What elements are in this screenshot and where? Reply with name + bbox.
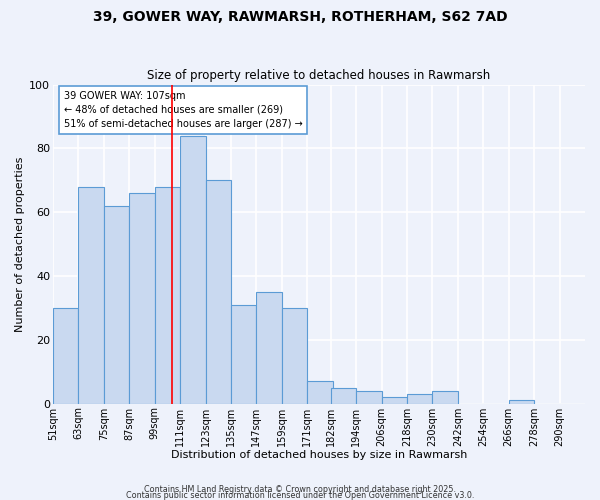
Text: 39 GOWER WAY: 107sqm
← 48% of detached houses are smaller (269)
51% of semi-deta: 39 GOWER WAY: 107sqm ← 48% of detached h…	[64, 91, 302, 129]
Text: Contains public sector information licensed under the Open Government Licence v3: Contains public sector information licen…	[126, 490, 474, 500]
Y-axis label: Number of detached properties: Number of detached properties	[15, 156, 25, 332]
Bar	[79, 186, 104, 404]
Bar	[356, 391, 382, 404]
Text: 39, GOWER WAY, RAWMARSH, ROTHERHAM, S62 7AD: 39, GOWER WAY, RAWMARSH, ROTHERHAM, S62 …	[92, 10, 508, 24]
Bar	[282, 308, 307, 404]
Bar	[104, 206, 129, 404]
Bar	[307, 382, 333, 404]
Title: Size of property relative to detached houses in Rawmarsh: Size of property relative to detached ho…	[148, 69, 491, 82]
Bar	[331, 388, 356, 404]
Bar	[180, 136, 206, 404]
Bar	[231, 305, 256, 404]
X-axis label: Distribution of detached houses by size in Rawmarsh: Distribution of detached houses by size …	[171, 450, 467, 460]
Bar	[129, 193, 155, 404]
Bar	[509, 400, 534, 404]
Bar	[53, 308, 79, 404]
Text: Contains HM Land Registry data © Crown copyright and database right 2025.: Contains HM Land Registry data © Crown c…	[144, 484, 456, 494]
Bar	[256, 292, 282, 404]
Bar	[206, 180, 231, 404]
Bar	[433, 391, 458, 404]
Bar	[382, 398, 407, 404]
Bar	[407, 394, 433, 404]
Bar	[155, 186, 180, 404]
